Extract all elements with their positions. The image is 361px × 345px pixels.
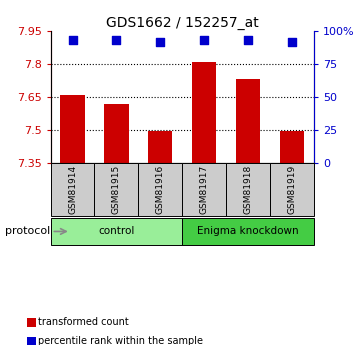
Text: GSM81918: GSM81918 xyxy=(244,165,253,214)
Point xyxy=(157,39,163,45)
Text: control: control xyxy=(98,226,135,236)
Point xyxy=(113,38,119,43)
Text: GSM81919: GSM81919 xyxy=(288,165,297,214)
Bar xyxy=(51,218,182,245)
Text: GSM81915: GSM81915 xyxy=(112,165,121,214)
Bar xyxy=(104,104,129,163)
Point xyxy=(70,38,75,43)
Text: GSM81914: GSM81914 xyxy=(68,165,77,214)
Text: Enigma knockdown: Enigma knockdown xyxy=(197,226,299,236)
Text: transformed count: transformed count xyxy=(38,317,129,327)
Bar xyxy=(182,163,226,216)
Text: GSM81916: GSM81916 xyxy=(156,165,165,214)
Bar xyxy=(270,163,314,216)
Text: percentile rank within the sample: percentile rank within the sample xyxy=(38,336,203,345)
Bar xyxy=(182,218,314,245)
Bar xyxy=(192,62,216,163)
Point xyxy=(289,39,295,45)
Bar xyxy=(226,163,270,216)
Bar xyxy=(60,95,84,163)
Bar xyxy=(280,131,304,163)
Title: GDS1662 / 152257_at: GDS1662 / 152257_at xyxy=(106,16,259,30)
Bar xyxy=(236,79,260,163)
Bar xyxy=(148,131,173,163)
Bar xyxy=(51,163,95,216)
Text: protocol: protocol xyxy=(5,226,51,236)
Bar xyxy=(95,163,138,216)
Bar xyxy=(138,163,182,216)
Text: GSM81917: GSM81917 xyxy=(200,165,209,214)
Point xyxy=(245,38,251,43)
Point xyxy=(201,38,207,43)
